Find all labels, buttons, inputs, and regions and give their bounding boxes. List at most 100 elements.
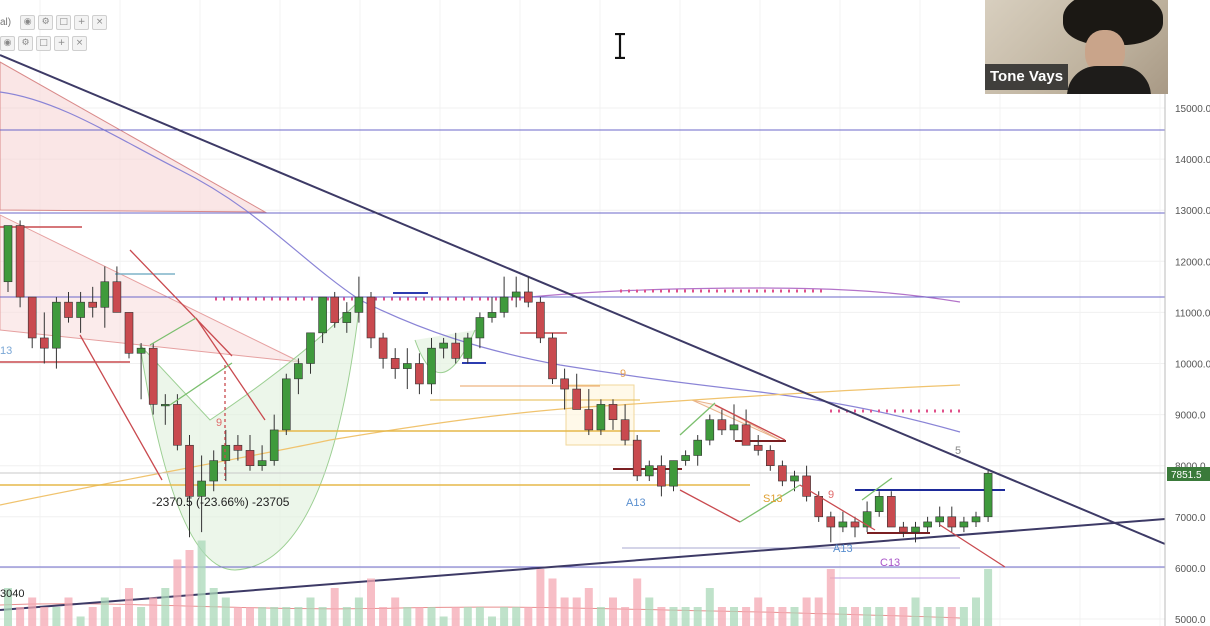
volume-bar [790, 607, 799, 626]
volume-bar [863, 607, 872, 626]
green-arrow-1 [149, 317, 197, 346]
volume-bar [28, 597, 37, 626]
volume-bar [318, 607, 327, 626]
volume-bar [391, 597, 400, 626]
volume-bar [246, 607, 254, 626]
plus-icon[interactable]: + [74, 15, 90, 30]
volume-bar [923, 607, 932, 626]
volume-bar [887, 607, 896, 626]
red-arrow-2 [129, 249, 233, 357]
candle-body [245, 450, 255, 466]
candle-body [100, 281, 110, 308]
close-icon[interactable]: × [92, 15, 108, 30]
visibility-icon[interactable]: ◉ [0, 36, 15, 51]
volume-bar [826, 569, 835, 626]
volume-bar [161, 588, 170, 626]
candle-body [342, 312, 352, 323]
volume-bar [100, 597, 109, 626]
volume-bar [451, 607, 460, 626]
candle-body [318, 296, 327, 334]
candle-body [88, 301, 97, 308]
plus-icon[interactable]: + [54, 36, 69, 51]
candle-body [306, 332, 315, 364]
volume-bar [185, 550, 194, 626]
volume-bar [972, 597, 980, 626]
volume-bar [669, 607, 678, 626]
current-price-text: 7851.5 [1171, 470, 1202, 481]
volume-bar [536, 569, 545, 626]
volume-bar [294, 607, 303, 626]
candle-body [209, 460, 218, 482]
volume-bar [427, 607, 436, 626]
volume-bar [439, 616, 448, 626]
candle-body [608, 404, 618, 421]
square-icon[interactable]: □ [36, 36, 51, 51]
volume-bar [548, 578, 557, 626]
candle-body [802, 475, 811, 497]
five-label: 5 [955, 445, 961, 457]
volume-bar [149, 597, 158, 626]
a13-label-2: A13 [833, 543, 853, 555]
indicator-toolbar-row-2: ◉ ⚙ □ + × [0, 36, 87, 51]
candle-body [52, 301, 61, 349]
volume-bar [306, 597, 315, 626]
volume-bar [342, 607, 351, 626]
volume-bar [802, 597, 811, 626]
red-arrow-6 [799, 484, 876, 531]
volume-bar [681, 607, 690, 626]
descending-trendline[interactable] [0, 54, 1166, 545]
close-icon[interactable]: × [72, 36, 87, 51]
volume-bar [270, 607, 279, 626]
candle-body [148, 347, 158, 405]
candle-body [281, 378, 291, 431]
presenter-name: Tone Vays [985, 64, 1069, 90]
volume-bar [633, 578, 642, 626]
volume-bar [657, 607, 666, 626]
volume-bar [645, 597, 654, 626]
candle-body [378, 337, 388, 359]
volume-value-label: 3040 [0, 588, 24, 600]
volume-bar [596, 607, 605, 626]
volume-bar [621, 607, 630, 626]
volume-bar [959, 607, 968, 626]
settings-icon[interactable]: ⚙ [38, 15, 54, 30]
c13-label: C13 [880, 557, 900, 569]
price-axis-label: 11000.0 [1175, 308, 1210, 319]
indicator-label: al) [0, 17, 12, 28]
candle-body [136, 347, 146, 354]
candle-body [971, 516, 981, 523]
candle-body [548, 337, 557, 380]
candle-body [27, 296, 37, 339]
volume-bar [984, 569, 993, 626]
candle-body [923, 521, 932, 528]
square-icon[interactable]: □ [56, 15, 72, 30]
volume-bar [367, 578, 375, 626]
price-axis-label: 9000.0 [1175, 411, 1206, 422]
volume-bar [512, 607, 521, 626]
candle-body [669, 460, 678, 487]
visibility-icon[interactable]: ◉ [20, 15, 36, 30]
settings-icon[interactable]: ⚙ [18, 36, 33, 51]
volume-bar [379, 607, 388, 626]
volume-bar [572, 597, 581, 626]
volume-bar [415, 607, 424, 626]
ascending-trendline[interactable] [0, 518, 1166, 611]
volume-bar [197, 540, 206, 626]
volume-bar [52, 607, 61, 626]
candle-body [681, 455, 690, 461]
candle-body [947, 516, 957, 528]
volume-bar [730, 607, 738, 626]
volume-bar [935, 607, 944, 626]
volume-bar [875, 607, 884, 626]
candle-body [451, 342, 461, 359]
price-axis-label: 6000.0 [1175, 564, 1206, 575]
price-axis-label: 5000.0 [1175, 615, 1206, 626]
candle-body [584, 409, 594, 431]
candle-body [294, 363, 303, 380]
candle-body [257, 460, 267, 466]
candle-body [705, 419, 715, 441]
volume-bar [221, 597, 230, 626]
candle-body [463, 337, 473, 359]
volume-bar [754, 597, 763, 626]
